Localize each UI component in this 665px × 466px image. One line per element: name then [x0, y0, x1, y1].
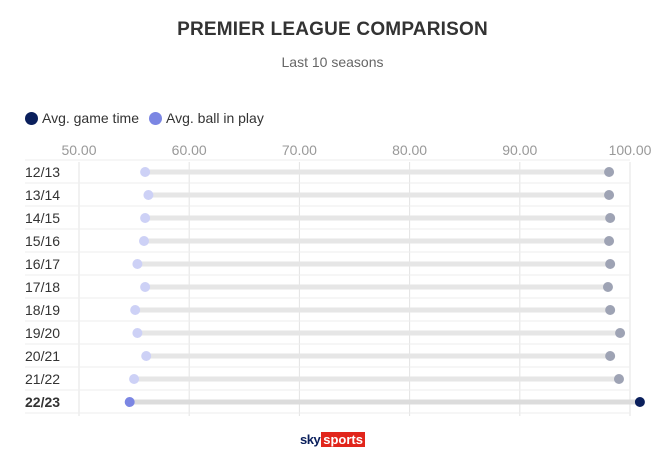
- point-ball-in-play: [140, 213, 151, 223]
- point-game-time: [615, 328, 626, 338]
- legend-swatch-game-time: [25, 111, 38, 125]
- legend-label-ball-in-play: Avg. ball in play: [166, 110, 264, 126]
- point-game-time: [604, 190, 615, 200]
- point-game-time: [605, 259, 616, 269]
- x-tick-label: 60.00: [172, 142, 207, 158]
- category-label: 12/13: [25, 164, 60, 180]
- legend-swatch-ball-in-play: [149, 111, 163, 125]
- category-label: 21/22: [25, 371, 60, 387]
- point-ball-in-play: [141, 351, 152, 361]
- legend-label-game-time: Avg. game time: [42, 110, 140, 126]
- category-label: 14/15: [25, 210, 60, 226]
- legend: Avg. game time Avg. ball in play: [25, 110, 274, 126]
- category-label: 15/16: [25, 233, 60, 249]
- point-game-time: [604, 167, 615, 177]
- chart-title: PREMIER LEAGUE COMPARISON: [177, 19, 488, 40]
- point-game-time: [634, 397, 645, 407]
- point-ball-in-play: [129, 374, 140, 384]
- point-game-time: [605, 213, 616, 223]
- point-ball-in-play: [140, 282, 151, 292]
- x-tick-label: 100.00: [609, 142, 652, 158]
- point-ball-in-play: [139, 236, 150, 246]
- x-tick-label: 80.00: [392, 142, 427, 158]
- category-label: 19/20: [25, 325, 60, 341]
- point-ball-in-play: [124, 397, 135, 407]
- point-ball-in-play: [140, 167, 151, 177]
- x-tick-label: 90.00: [502, 142, 537, 158]
- sky-sports-logo: sky sports: [300, 432, 365, 447]
- x-tick-label: 50.00: [61, 142, 96, 158]
- legend-item-ball-in-play[interactable]: Avg. ball in play: [149, 110, 264, 126]
- x-tick-label: 70.00: [282, 142, 317, 158]
- category-label: 16/17: [25, 256, 60, 272]
- category-label: 18/19: [25, 302, 60, 318]
- point-game-time: [604, 236, 615, 246]
- category-label: 17/18: [25, 279, 60, 295]
- point-game-time: [605, 305, 616, 315]
- point-ball-in-play: [132, 259, 143, 269]
- point-ball-in-play: [130, 305, 141, 315]
- point-game-time: [605, 351, 616, 361]
- chart-subtitle: Last 10 seasons: [281, 54, 384, 70]
- point-game-time: [613, 374, 624, 384]
- category-label: 22/23: [25, 394, 60, 410]
- point-ball-in-play: [132, 328, 143, 338]
- legend-item-game-time[interactable]: Avg. game time: [25, 110, 139, 126]
- point-ball-in-play: [143, 190, 154, 200]
- category-label: 20/21: [25, 348, 60, 364]
- point-game-time: [602, 282, 613, 292]
- category-label: 13/14: [25, 187, 60, 203]
